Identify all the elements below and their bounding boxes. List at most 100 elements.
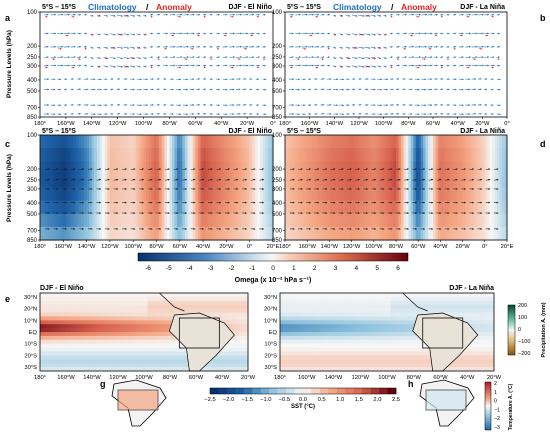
sst-cell — [177, 355, 182, 360]
wind-vector-head — [424, 113, 427, 116]
heatmap-cell — [135, 226, 139, 241]
heatmap-cell — [442, 148, 446, 162]
sst-cell — [229, 308, 234, 313]
heatmap-cell — [115, 187, 119, 202]
wind-vector-head — [355, 65, 358, 68]
heatmap-cell — [179, 213, 183, 228]
wind-vector-head — [398, 168, 401, 171]
sst-cell — [181, 304, 186, 309]
wind-vector-head — [46, 64, 49, 67]
wind-vector-head — [349, 212, 352, 215]
heatmap-cell — [179, 135, 183, 149]
heatmap-cell — [42, 200, 46, 215]
wind-vector-head — [257, 15, 260, 18]
omega-tick-label: 4 — [355, 265, 359, 272]
sst-cell — [136, 320, 141, 325]
heatmap-cell — [351, 213, 355, 228]
sst-cell — [84, 293, 89, 298]
sst-cell — [43, 339, 48, 345]
wind-vector-head — [179, 104, 182, 107]
heatmap-cell — [122, 200, 127, 215]
wind-vector-head — [186, 88, 188, 91]
heatmap-cell — [210, 213, 215, 228]
sst-cell — [125, 359, 130, 364]
wind-vector-head — [82, 228, 84, 230]
sst-cell — [166, 300, 171, 306]
heatmap-cell — [200, 226, 204, 241]
wind-vector-head — [252, 56, 255, 59]
sst-cell — [299, 359, 304, 364]
heatmap-cell — [146, 161, 150, 175]
wind-vector-head — [231, 66, 234, 69]
sst-cell — [118, 300, 123, 306]
wind-vector-head — [359, 88, 362, 91]
sst-cell — [287, 367, 292, 372]
sst-cell — [287, 351, 292, 356]
heatmap-cell — [153, 187, 158, 202]
heatmap-cell — [270, 187, 274, 202]
sst-cell — [136, 328, 141, 333]
heatmap-cell — [260, 226, 264, 241]
sst-cell — [244, 332, 249, 337]
heatmap-cell — [344, 135, 348, 149]
heatmap-cell — [452, 226, 456, 241]
heatmap-cell — [326, 135, 330, 149]
heatmap-cell — [115, 200, 119, 215]
heatmap-cell — [65, 200, 70, 215]
heatmap-cell — [120, 213, 124, 228]
heatmap-cell — [42, 148, 46, 162]
wind-vector-head — [54, 64, 57, 67]
heatmap-cell — [450, 174, 454, 189]
wind-vector-head — [498, 88, 501, 91]
heatmap-cell — [50, 174, 54, 189]
heatmap-cell — [400, 135, 404, 149]
heatmap-cell — [216, 174, 220, 189]
sst-cell — [166, 328, 171, 333]
sst-cell — [58, 335, 63, 341]
sst-cell — [144, 339, 149, 345]
heatmap-cell — [331, 213, 335, 228]
heatmap-cell — [289, 213, 293, 228]
heatmap-cell — [366, 174, 370, 189]
wind-vector-head — [176, 201, 179, 204]
heatmap-cell — [151, 148, 155, 162]
sst-cell — [110, 328, 115, 333]
wind-vector-head — [138, 65, 141, 68]
heatmap-cell — [368, 174, 372, 189]
wind-vector-head — [492, 32, 495, 35]
heatmap-cell — [262, 226, 266, 241]
wind-vector-head — [379, 65, 382, 68]
heatmap-cell — [359, 174, 363, 189]
wind-vector-head — [325, 201, 328, 204]
wind-vector-head — [315, 112, 318, 115]
heatmap-cell — [192, 161, 196, 175]
sst-cell — [181, 300, 186, 306]
sst-cell — [121, 296, 126, 302]
sst-cell — [66, 355, 71, 360]
sst-cell — [210, 308, 215, 313]
sst-cell — [58, 312, 63, 317]
sst-cell — [155, 335, 160, 341]
heatmap-cell — [499, 213, 503, 228]
sst-cell — [51, 367, 56, 372]
heatmap-cell — [465, 135, 469, 149]
lon-tick-label: 140°W — [83, 375, 101, 381]
wind-vector-head — [340, 57, 343, 59]
wind-vector-head — [417, 78, 420, 81]
wind-vector-head — [419, 13, 421, 16]
sst-cell — [158, 324, 163, 329]
sst-cell — [54, 316, 59, 321]
wind-vector-head — [107, 201, 110, 204]
sst-cell — [302, 335, 308, 341]
wind-vector-head — [461, 45, 464, 48]
heatmap-cell — [239, 200, 243, 215]
sst-cell — [132, 355, 137, 360]
sst-cell — [147, 324, 152, 329]
sst-cell — [114, 332, 119, 337]
heatmap-cell — [252, 161, 256, 175]
wind-vector-head — [180, 64, 183, 67]
panel-f-map — [280, 292, 495, 372]
wind-vector-head — [262, 212, 264, 215]
wind-vector-head — [90, 228, 93, 230]
wind-vector-head — [225, 113, 228, 116]
